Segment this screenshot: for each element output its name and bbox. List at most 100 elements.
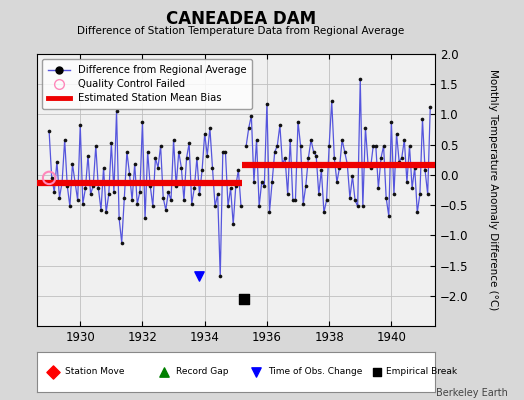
Point [224, 203, 232, 210]
Point [188, 201, 196, 207]
Point [341, 149, 349, 155]
Point [125, 170, 134, 177]
Point [387, 118, 396, 125]
Point [390, 191, 398, 198]
Point [294, 118, 302, 125]
Point [320, 209, 328, 216]
Point [208, 164, 216, 171]
Point [48, 175, 56, 181]
Point [325, 143, 333, 149]
Text: Difference of Station Temperature Data from Regional Average: Difference of Station Temperature Data f… [78, 26, 405, 36]
Point [206, 124, 214, 131]
Point [115, 215, 123, 222]
Point [366, 164, 375, 171]
Point [160, 369, 168, 375]
Point [232, 182, 240, 189]
Point [382, 195, 390, 201]
Point [289, 197, 297, 204]
Point [110, 189, 118, 195]
Point [252, 369, 260, 375]
Point [198, 167, 206, 173]
Point [169, 137, 178, 143]
Point [219, 149, 227, 155]
Point [426, 104, 434, 110]
Point [138, 118, 147, 125]
Point [193, 155, 201, 161]
Point [281, 155, 289, 161]
Point [213, 191, 222, 198]
Point [416, 191, 424, 198]
Point [73, 197, 82, 204]
Point [379, 143, 388, 149]
Point [322, 197, 331, 204]
Point [278, 161, 287, 167]
Text: Record Gap: Record Gap [176, 368, 228, 376]
Point [94, 185, 103, 191]
Point [92, 143, 100, 149]
Point [330, 155, 339, 161]
Point [333, 179, 341, 185]
Text: Empirical Break: Empirical Break [386, 368, 457, 376]
Point [242, 143, 250, 149]
Point [410, 164, 419, 171]
Point [239, 296, 248, 302]
Point [177, 164, 185, 171]
Text: Station Move: Station Move [64, 368, 124, 376]
Point [60, 137, 69, 143]
Point [45, 175, 53, 181]
Point [317, 167, 325, 173]
Point [203, 152, 212, 159]
Point [265, 209, 274, 216]
Point [112, 108, 121, 115]
Point [195, 191, 204, 198]
Point [66, 203, 74, 210]
Point [50, 189, 59, 195]
Point [250, 179, 258, 185]
Point [245, 124, 253, 131]
Point [195, 273, 204, 280]
Point [48, 369, 57, 375]
Point [105, 191, 113, 198]
Point [369, 143, 377, 149]
Point [97, 207, 105, 213]
Point [167, 197, 175, 204]
Point [338, 137, 346, 143]
Point [172, 182, 180, 189]
Point [63, 182, 71, 189]
Point [146, 182, 155, 189]
Point [255, 203, 264, 210]
Y-axis label: Monthly Temperature Anomaly Difference (°C): Monthly Temperature Anomaly Difference (… [488, 69, 498, 311]
Point [53, 158, 61, 165]
Point [144, 149, 152, 155]
Point [257, 179, 266, 185]
Point [405, 143, 413, 149]
Point [100, 164, 108, 171]
Point [234, 167, 243, 173]
Point [164, 189, 172, 195]
Point [304, 155, 313, 161]
Point [413, 209, 421, 216]
Point [159, 195, 167, 201]
Point [423, 191, 432, 198]
Legend: Difference from Regional Average, Quality Control Failed, Estimated Station Mean: Difference from Regional Average, Qualit… [42, 59, 252, 109]
Point [89, 182, 97, 189]
Point [392, 130, 401, 137]
Point [377, 155, 385, 161]
Point [107, 140, 116, 147]
Point [361, 124, 369, 131]
Point [237, 203, 245, 210]
Point [216, 273, 224, 280]
Point [302, 182, 310, 189]
Point [84, 152, 92, 159]
Point [56, 195, 64, 201]
Point [403, 179, 411, 185]
Point [421, 167, 429, 173]
Point [314, 191, 323, 198]
Point [141, 215, 149, 222]
Point [358, 203, 367, 210]
Point [268, 179, 276, 185]
Point [154, 164, 162, 171]
Point [328, 98, 336, 104]
Point [270, 149, 279, 155]
Point [291, 197, 300, 204]
